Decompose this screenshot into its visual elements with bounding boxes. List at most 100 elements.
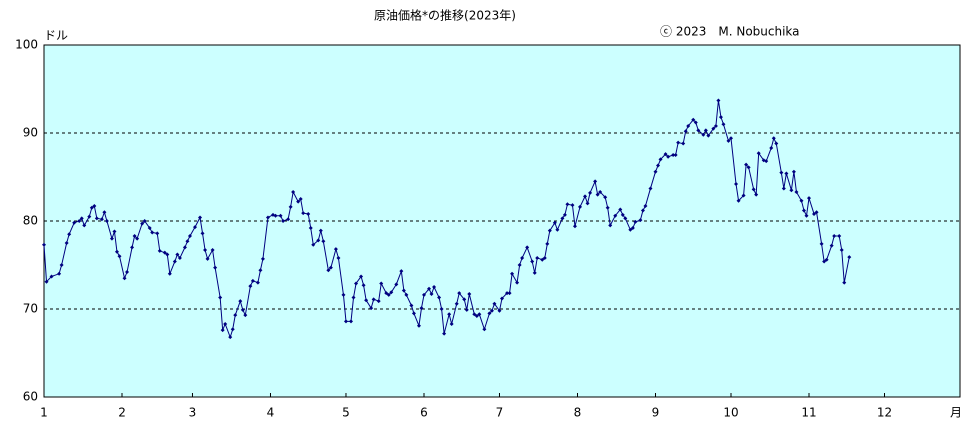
marker — [801, 208, 806, 213]
x-tick-label: 8 — [574, 406, 582, 420]
marker — [125, 270, 130, 275]
marker — [57, 271, 62, 276]
marker — [354, 281, 359, 286]
marker — [593, 179, 598, 184]
marker — [545, 241, 550, 246]
x-tick-label: 3 — [189, 406, 197, 420]
marker — [228, 335, 233, 340]
marker — [155, 231, 160, 236]
marker — [454, 301, 459, 306]
marker — [447, 312, 452, 317]
marker — [439, 307, 444, 311]
marker — [565, 202, 570, 207]
marker — [517, 263, 522, 267]
marker — [399, 269, 404, 274]
marker — [177, 255, 182, 260]
marker — [696, 128, 701, 133]
marker — [842, 280, 847, 285]
marker — [89, 205, 94, 210]
marker — [620, 212, 625, 217]
x-tick-label: 1 — [40, 406, 48, 420]
x-tick-label: 9 — [652, 406, 660, 420]
marker — [497, 308, 502, 313]
marker — [175, 252, 180, 257]
marker — [718, 115, 723, 120]
marker — [238, 299, 243, 304]
marker — [618, 207, 623, 212]
marker — [756, 151, 761, 156]
marker — [608, 223, 613, 228]
marker — [192, 225, 197, 230]
y-tick-label: 100 — [15, 38, 38, 52]
marker — [754, 192, 759, 197]
marker — [311, 242, 316, 247]
marker — [82, 223, 87, 228]
marker — [316, 238, 321, 243]
marker — [814, 210, 819, 215]
marker — [147, 226, 152, 231]
marker — [804, 213, 809, 218]
marker — [588, 190, 593, 195]
chart-title: 原油価格*の推移(2023年) — [374, 8, 516, 23]
marker — [162, 250, 167, 255]
marker — [371, 297, 376, 302]
marker — [472, 312, 477, 317]
marker — [640, 208, 645, 213]
marker — [384, 291, 389, 296]
x-tick-label: 7 — [496, 406, 504, 420]
marker — [562, 212, 567, 217]
marker — [112, 229, 117, 234]
marker — [572, 224, 577, 229]
x-tick-label: 5 — [342, 406, 350, 420]
x-tick-label: 6 — [420, 406, 428, 420]
marker — [764, 159, 769, 164]
marker — [794, 189, 799, 194]
marker — [673, 153, 678, 157]
marker — [515, 280, 520, 285]
marker — [598, 189, 603, 194]
marker — [308, 226, 313, 231]
x-axis-label: 月 — [950, 406, 962, 420]
price-line — [43, 100, 850, 339]
marker — [77, 219, 82, 223]
y-tick-label: 60 — [23, 390, 38, 404]
marker — [150, 230, 155, 235]
marker — [633, 219, 638, 224]
marker — [104, 219, 109, 223]
marker — [744, 162, 749, 167]
marker — [789, 188, 794, 193]
marker — [218, 295, 223, 300]
marker — [648, 186, 653, 191]
marker — [716, 98, 721, 103]
marker — [369, 306, 374, 311]
marker — [389, 290, 394, 295]
marker — [729, 136, 733, 141]
marker — [507, 291, 512, 296]
marker — [250, 278, 255, 283]
marker — [510, 271, 515, 276]
marker — [401, 288, 406, 293]
marker — [603, 195, 608, 200]
marker — [492, 301, 497, 306]
marker — [99, 217, 104, 222]
marker — [351, 295, 356, 300]
marker — [701, 132, 706, 137]
marker — [807, 196, 812, 201]
marker — [92, 204, 97, 209]
y-tick-label: 70 — [23, 302, 38, 316]
marker — [784, 171, 789, 176]
marker — [482, 327, 487, 332]
marker — [741, 193, 746, 198]
marker — [535, 255, 540, 260]
marker — [653, 169, 658, 174]
marker — [555, 227, 560, 232]
marker — [411, 311, 416, 316]
marker — [288, 204, 293, 209]
marker — [847, 255, 852, 260]
marker — [343, 319, 348, 324]
marker — [713, 123, 718, 128]
marker — [318, 228, 323, 233]
marker — [832, 233, 837, 238]
marker — [711, 126, 716, 131]
